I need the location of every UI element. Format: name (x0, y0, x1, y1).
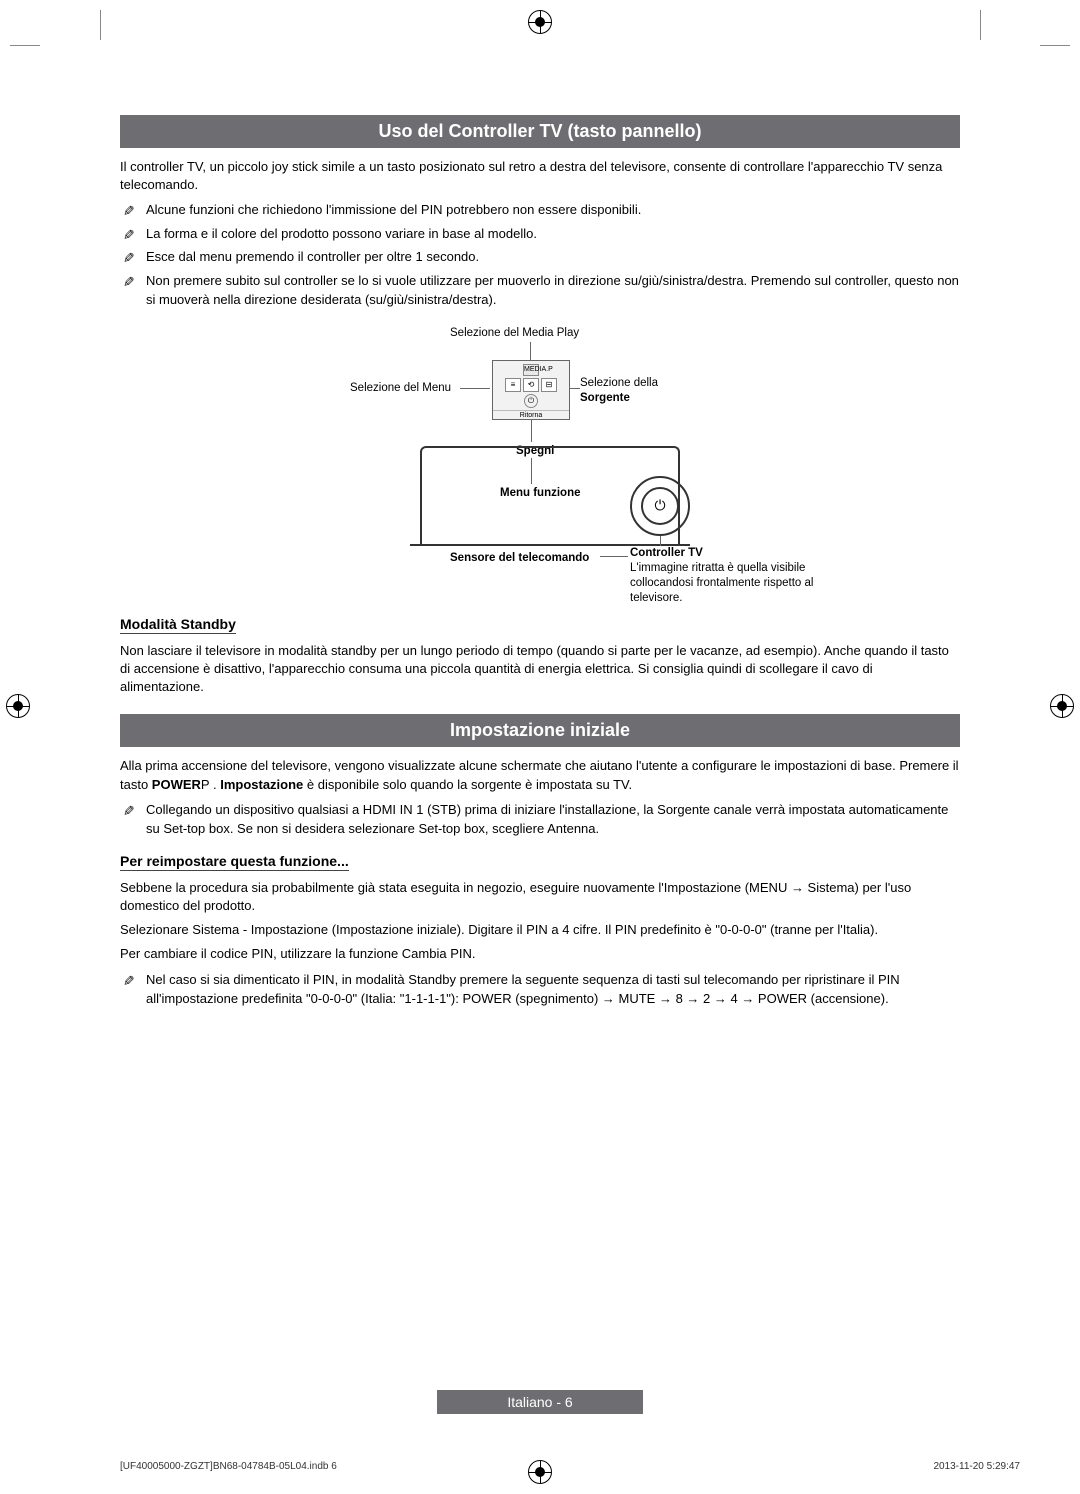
diagram-line (530, 342, 531, 360)
label-media-play: Selezione del Media Play (450, 326, 579, 341)
label-sensore: Sensore del telecomando (450, 551, 589, 566)
section1-notes: Alcune funzioni che richiedono l'immissi… (120, 200, 960, 310)
section2-note1-list: Collegando un dispositivo qualsiasi a HD… (120, 800, 960, 839)
diagram-line (531, 420, 532, 442)
power-icon: ⏻ (641, 487, 679, 525)
menu-bottom-label: Ritorna (493, 410, 569, 419)
reg-mark-top (528, 10, 552, 34)
note-item: Collegando un dispositivo qualsiasi a HD… (120, 800, 960, 839)
menu-icon-left: ≡ (505, 378, 521, 392)
diagram-line (531, 458, 532, 484)
standby-heading: Modalità Standby (120, 616, 236, 634)
print-mark-right: 2013-11-20 5:29:47 (933, 1461, 1020, 1472)
reimp-heading: Per reimpostare questa funzione... (120, 853, 349, 871)
reg-mark-right (1050, 694, 1074, 718)
section2-header: Impostazione iniziale (120, 714, 960, 747)
crop-mark (1040, 45, 1070, 46)
label-sorgente: Selezione della Sorgente (580, 376, 658, 406)
diagram-line (600, 556, 628, 557)
diagram-line (570, 388, 580, 389)
note-item: Nel caso si sia dimenticato il PIN, in m… (120, 970, 960, 1009)
menu-power-icon: ⏻ (524, 394, 538, 408)
menu-top-label: MEDIA.P (523, 364, 539, 376)
diagram-line (460, 388, 490, 389)
section2-note2-list: Nel caso si sia dimenticato il PIN, in m… (120, 970, 960, 1009)
controller-graphic: ⏻ (630, 476, 690, 536)
note-item: Esce dal menu premendo il controller per… (120, 247, 960, 267)
standby-block: Modalità Standby Non lasciare il televis… (120, 600, 960, 697)
footer-lang-page: Italiano - 6 (437, 1390, 642, 1414)
label-controller-tv: Controller TV L'immagine ritratta è quel… (630, 546, 850, 606)
menu-icon-right: ⊟ (541, 378, 557, 392)
crop-mark (10, 45, 40, 46)
menu-box: MEDIA.P ≡ ⟲ ⊟ ⏻ Ritorna (492, 360, 570, 420)
label-menu: Selezione del Menu (350, 381, 451, 396)
crop-mark (100, 10, 101, 40)
standby-text: Non lasciare il televisore in modalità s… (120, 642, 960, 697)
print-mark-left: [UF40005000-ZGZT]BN68-04784B-05L04.indb … (120, 1461, 337, 1472)
label-menu-funzione: Menu funzione (500, 486, 581, 501)
note-item: La forma e il colore del prodotto posson… (120, 224, 960, 244)
section2-p2: Sebbene la procedura sia probabilmente g… (120, 879, 960, 915)
reg-mark-left (6, 694, 30, 718)
menu-icon-mid: ⟲ (523, 378, 539, 392)
section1-intro: Il controller TV, un piccolo joy stick s… (120, 158, 960, 194)
reg-mark-bottom (528, 1460, 552, 1484)
note-item: Alcune funzioni che richiedono l'immissi… (120, 200, 960, 220)
page-content: Uso del Controller TV (tasto pannello) I… (120, 115, 960, 1013)
section1-header: Uso del Controller TV (tasto pannello) (120, 115, 960, 148)
page-footer: Italiano - 6 (0, 1390, 1080, 1414)
section2-p1: Alla prima accensione del televisore, ve… (120, 757, 960, 793)
crop-mark (980, 10, 981, 40)
section2-p4: Per cambiare il codice PIN, utilizzare l… (120, 945, 960, 963)
note-item: Non premere subito sul controller se lo … (120, 271, 960, 310)
controller-diagram: Selezione del Media Play MEDIA.P ≡ ⟲ ⊟ ⏻… (220, 326, 860, 586)
diagram-line (660, 536, 661, 546)
section2-p3: Selezionare Sistema - Impostazione (Impo… (120, 921, 960, 939)
